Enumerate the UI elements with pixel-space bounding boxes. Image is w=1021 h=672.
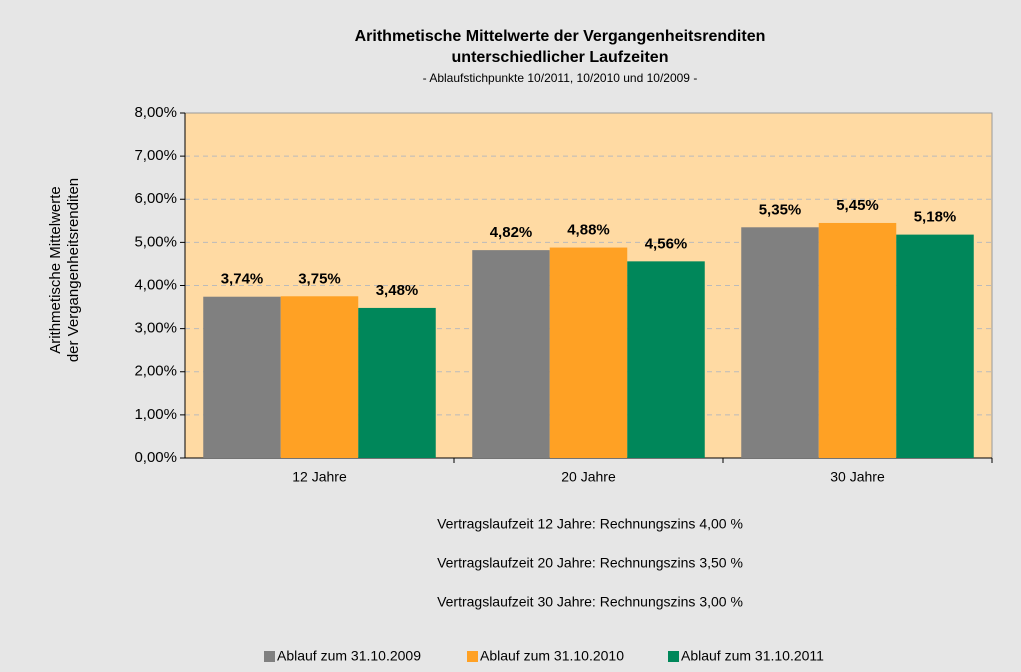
bar [818,222,897,458]
y-tick-label: 0,00% [134,449,177,466]
annotation: Vertragslaufzeit 12 Jahre: Rechnungszins… [437,516,743,532]
y-tick-label: 4,00% [134,276,177,293]
legend-label: Ablauf zum 31.10.2009 [277,648,421,664]
legend-label: Ablauf zum 31.10.2010 [480,648,624,664]
y-axis-label: der Vergangenheitsrenditen [65,178,82,362]
bar [741,227,819,458]
bar [203,296,281,458]
chart-subtitle: - Ablaufstichpunkte 10/2011, 10/2010 und… [423,71,698,85]
legend-swatch [264,651,275,662]
bar [280,296,359,458]
chart-title: Arithmetische Mittelwerte der Vergangenh… [355,28,766,45]
x-tick-label: 20 Jahre [561,469,616,485]
legend-swatch [467,651,478,662]
y-tick-label: 1,00% [134,406,177,423]
data-label: 5,45% [836,197,879,214]
x-tick-label: 30 Jahre [830,469,885,485]
bar [358,307,436,458]
bar [472,250,550,458]
y-tick-label: 2,00% [134,363,177,380]
annotation: Vertragslaufzeit 20 Jahre: Rechnungszins… [437,555,743,571]
data-label: 3,48% [376,282,419,299]
data-label: 4,88% [567,222,610,239]
y-tick-label: 5,00% [134,233,177,250]
bar [896,234,974,458]
legend-label: Ablauf zum 31.10.2011 [681,648,824,664]
y-tick-label: 6,00% [134,190,177,207]
y-axis-label: Arithmetische Mittelwerte [47,186,64,354]
annotation: Vertragslaufzeit 30 Jahre: Rechnungszins… [437,594,743,610]
x-tick-label: 12 Jahre [292,469,347,485]
data-label: 5,18% [914,209,957,226]
data-label: 5,35% [759,201,802,218]
y-tick-label: 7,00% [134,147,177,164]
y-tick-label: 3,00% [134,320,177,337]
data-label: 4,56% [645,235,688,252]
data-label: 3,74% [221,271,264,288]
data-label: 4,82% [490,224,533,241]
legend-swatch [668,651,679,662]
bar [627,261,705,458]
bar [549,247,628,458]
y-tick-label: 8,00% [134,104,177,121]
chart-title: unterschiedlicher Laufzeiten [452,49,669,66]
data-label: 3,75% [298,270,341,287]
